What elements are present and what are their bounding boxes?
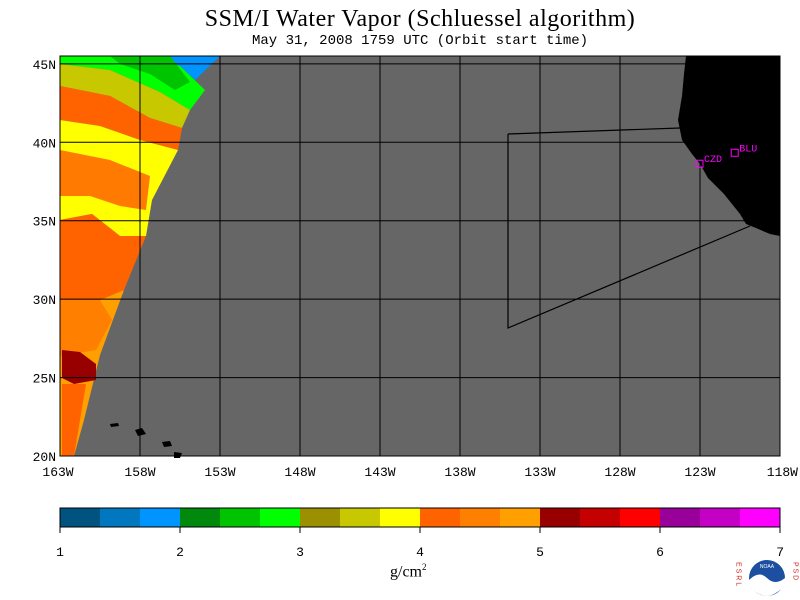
map-frame bbox=[59, 55, 781, 457]
lat-label: 20N bbox=[33, 450, 56, 465]
colorbar-tick-labels: 1 2 3 4 5 6 7 bbox=[56, 527, 784, 560]
colorbar-swatch bbox=[500, 508, 540, 527]
noaa-esrl-psd-logo: E S R L P S D NOAA bbox=[735, 560, 799, 596]
lat-label: 35N bbox=[33, 215, 56, 230]
swath-band-orange-mid bbox=[60, 150, 150, 210]
colorbar-swatch bbox=[460, 508, 500, 527]
colorbar-swatch bbox=[260, 508, 300, 527]
colorbar-tick-label: 7 bbox=[776, 545, 784, 560]
colorbar-swatch bbox=[740, 508, 780, 527]
flight-track-outline bbox=[507, 134, 751, 329]
logo-right-text: P S D bbox=[792, 562, 799, 580]
colorbar bbox=[59, 507, 781, 528]
colorbar-swatch bbox=[100, 508, 140, 527]
map-title: SSM/I Water Vapor (Schluessel algorithm) bbox=[204, 6, 636, 32]
station-marker-czd bbox=[695, 159, 704, 168]
logo-left-text: E S R L bbox=[735, 562, 742, 586]
logo-center-text: NOAA bbox=[760, 564, 775, 570]
colorbar-swatch bbox=[700, 508, 740, 527]
hawaii-island-4 bbox=[174, 452, 182, 458]
station-label-czd: CZD bbox=[704, 155, 722, 166]
lon-label: 148W bbox=[284, 465, 315, 480]
lon-label: 133W bbox=[524, 465, 555, 480]
colorbar-swatch bbox=[340, 508, 380, 527]
longitude-labels: 163W 158W 153W 148W 143W 138W 133W 128W 123W 118W bbox=[42, 465, 798, 480]
flight-track-top bbox=[507, 127, 681, 135]
station-marker-blu bbox=[730, 148, 739, 157]
lon-label: 118W bbox=[767, 465, 798, 480]
swath-band-orange2 bbox=[60, 300, 112, 356]
lon-label: 138W bbox=[444, 465, 475, 480]
swath-band-orange-north bbox=[60, 86, 182, 150]
colorbar-tick-label: 1 bbox=[56, 545, 64, 560]
lon-label: 163W bbox=[42, 465, 73, 480]
colorbar-swatch bbox=[380, 508, 420, 527]
swath-band-darkgreen bbox=[110, 56, 190, 90]
lon-label: 158W bbox=[124, 465, 155, 480]
latitude-labels: 45N 40N 35N 30N 25N 20N bbox=[33, 58, 56, 465]
colorbar-swatch bbox=[60, 508, 100, 527]
lon-label: 128W bbox=[604, 465, 635, 480]
colorbar-swatch bbox=[660, 508, 700, 527]
colorbar-tick-label: 2 bbox=[176, 545, 184, 560]
colorbar-tick-label: 5 bbox=[536, 545, 544, 560]
lat-label: 45N bbox=[33, 58, 56, 73]
california-coast bbox=[678, 56, 780, 236]
colorbar-swatch bbox=[620, 508, 660, 527]
noaa-bird-icon bbox=[749, 574, 785, 596]
swath-band-darkred bbox=[62, 350, 96, 384]
colorbar-swatch bbox=[300, 508, 340, 527]
colorbar-tick-label: 3 bbox=[296, 545, 304, 560]
swath-band-olive bbox=[60, 64, 190, 128]
hawaii-island-3 bbox=[162, 441, 172, 447]
lat-label: 25N bbox=[33, 372, 56, 387]
colorbar-swatch bbox=[180, 508, 220, 527]
station-label-blu: BLU bbox=[739, 144, 757, 155]
colorbar-swatch bbox=[220, 508, 260, 527]
colorbar-tick-label: 6 bbox=[656, 545, 664, 560]
swath-band-orange3 bbox=[62, 384, 86, 456]
lon-label: 123W bbox=[684, 465, 715, 480]
lon-label: 153W bbox=[204, 465, 235, 480]
units-base: g/cm bbox=[390, 563, 422, 581]
units-exponent: 2 bbox=[422, 562, 427, 572]
swath-band-orange-south bbox=[60, 214, 146, 300]
hawaii-island-1 bbox=[110, 423, 119, 427]
colorbar-tick-label: 4 bbox=[416, 545, 424, 560]
colorbar-swatch bbox=[420, 508, 460, 527]
station-markers: CZD BLU bbox=[695, 144, 757, 168]
water-vapor-swath bbox=[60, 56, 220, 456]
map-subtitle: May 31, 2008 1759 UTC (Orbit start time) bbox=[251, 33, 589, 49]
colorbar-swatch bbox=[140, 508, 180, 527]
colorbar-units: g/cm2 bbox=[390, 562, 427, 581]
colorbar-swatch bbox=[540, 508, 580, 527]
colorbar-swatch bbox=[580, 508, 620, 527]
lat-label: 30N bbox=[33, 293, 56, 308]
lon-label: 143W bbox=[364, 465, 395, 480]
lat-label: 40N bbox=[33, 136, 56, 151]
